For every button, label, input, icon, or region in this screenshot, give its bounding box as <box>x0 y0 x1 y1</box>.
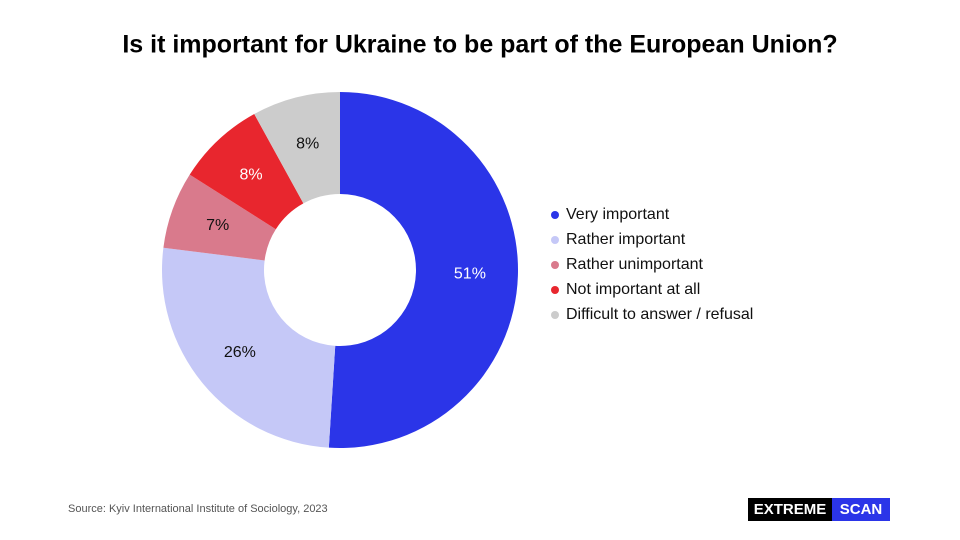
donut-segment <box>161 247 336 448</box>
chart-title: Is it important for Ukraine to be part o… <box>122 31 837 59</box>
legend-label: Rather unimportant <box>566 256 704 273</box>
source: Source: Kyiv International Institute of … <box>68 503 328 515</box>
legend-marker <box>551 236 559 244</box>
legend-marker <box>551 261 559 269</box>
legend-marker <box>551 286 559 294</box>
logo-left: EXTREME <box>754 501 827 518</box>
data-label: 7% <box>206 217 229 234</box>
data-label: 51% <box>454 265 486 282</box>
donut-segment <box>254 92 340 204</box>
legend-label: Very important <box>566 206 670 223</box>
legend-label: Difficult to answer / refusal <box>566 306 753 323</box>
legend-label: Rather important <box>566 231 686 248</box>
logo-left-box <box>748 498 832 521</box>
legend-marker <box>551 311 559 319</box>
logo-right: SCAN <box>840 501 883 518</box>
legend-marker <box>551 211 559 219</box>
donut-segment <box>328 92 519 448</box>
legend-label: Not important at all <box>566 281 700 298</box>
data-label: 8% <box>239 166 262 183</box>
data-label: 26% <box>224 344 256 361</box>
data-label: 8% <box>296 135 319 152</box>
donut-segment <box>189 114 304 230</box>
legend: Very important Rather important Rather uni… <box>551 206 753 323</box>
donut-segment <box>163 174 276 261</box>
logo-right-box <box>832 498 890 521</box>
donut: 51% 26% 7% 8% 8% <box>161 92 519 448</box>
